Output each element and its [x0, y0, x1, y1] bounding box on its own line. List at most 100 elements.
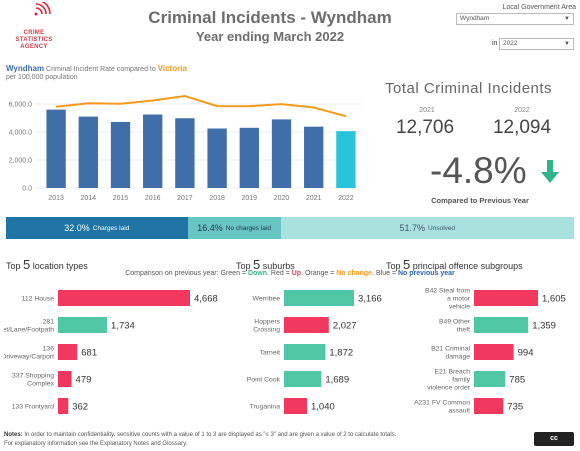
creative-commons-badge[interactable]: cc	[534, 432, 574, 446]
hbar[interactable]	[284, 290, 354, 306]
hbar[interactable]	[474, 290, 538, 306]
victoria-line[interactable]	[55, 94, 347, 118]
category-label: A231 FV Common assault	[414, 400, 470, 415]
year1-label: 2021	[419, 107, 435, 114]
suburbs-chart: Werribee 3,166 Hoppers Crossing 2,027 Tarneit…	[247, 290, 382, 414]
offences-chart: B42 Steal from a motor vehicle 1,605 B49 Oth…	[414, 288, 566, 415]
y-tick-label: 4,000.0	[9, 130, 32, 137]
hbar-value-label: 362	[72, 402, 88, 413]
hbar-value-label: 1,872	[329, 348, 353, 359]
year-dropdown[interactable]: 2022 ▼	[499, 38, 574, 50]
hbar[interactable]	[58, 290, 190, 306]
comparison-legend: Comparison on previous year: Green = Dow…	[125, 270, 455, 277]
x-tick-label: 2015	[113, 195, 129, 202]
y-tick-label: 0.0	[22, 186, 32, 193]
chevron-down-icon: ▼	[564, 41, 570, 47]
x-tick-label: 2022	[338, 195, 354, 202]
hbar[interactable]	[284, 344, 326, 360]
year2-total: 12,094	[492, 117, 552, 138]
rate-bar[interactable]	[304, 126, 324, 188]
hbar[interactable]	[474, 371, 506, 387]
offences-title: Top 5 principal offence subgroups	[386, 257, 523, 272]
outcome-label: No charges laid	[225, 224, 271, 232]
rate-bar[interactable]	[239, 127, 259, 188]
x-tick-label: 2013	[48, 195, 64, 202]
hbar-value-label: 479	[76, 375, 92, 386]
hbar-value-label: 1,359	[532, 321, 556, 332]
hbar[interactable]	[474, 344, 514, 360]
year1-total: 12,706	[395, 117, 455, 138]
category-label: B21 Criminal damage	[431, 346, 470, 361]
hbar-value-label: 4,668	[194, 294, 218, 305]
logo-wordmark: CRIME STATISTICS AGENCY	[15, 30, 53, 50]
x-tick-label: 2021	[306, 195, 322, 202]
rate-bar[interactable]	[143, 114, 163, 189]
category-label: 281Street/Lane/Footpath	[4, 319, 54, 334]
category-label: Tarneit	[260, 350, 281, 357]
hbar[interactable]	[474, 317, 529, 333]
rate-bar[interactable]	[336, 131, 356, 188]
rate-chart: 0.0 2,000.0 4,000.0 6,000.0 2013 2014 2015 2016…	[9, 94, 362, 202]
x-tick-label: 2017	[177, 195, 193, 202]
arrow-down-icon	[541, 160, 559, 183]
category-label: Point Cook	[247, 377, 281, 384]
hbar[interactable]	[58, 317, 108, 333]
x-tick-label: 2019	[242, 195, 258, 202]
locations-title: Top 5 location types	[6, 257, 88, 272]
x-tick-label: 2020	[274, 195, 290, 202]
category-label: Truganina	[250, 404, 281, 411]
y-tick-label: 2,000.0	[9, 158, 32, 165]
hbar-value-label: 785	[509, 375, 525, 386]
compared-label: Compared to Previous Year	[431, 196, 529, 205]
category-label: 133 Frontyard	[12, 404, 55, 411]
hbar[interactable]	[58, 398, 69, 414]
page-title: Criminal Incidents - Wyndham	[148, 8, 392, 27]
hbar-value-label: 735	[507, 402, 523, 413]
x-tick-label: 2018	[209, 195, 225, 202]
outcome-pct: 16.4%	[197, 223, 223, 233]
hbar[interactable]	[284, 398, 307, 414]
rate-bar[interactable]	[46, 109, 66, 188]
rate-bar[interactable]	[271, 119, 292, 188]
total-incidents-title: Total Criminal Incidents	[385, 80, 553, 97]
hbar-value-label: 3,166	[358, 294, 382, 305]
outcome-bar: 32.0% Charges laid 16.4% No charges laid 5…	[6, 217, 574, 239]
hbar-value-label: 994	[518, 348, 534, 359]
locations-chart: 112 House 4,668 281Street/Lane/Footpath 1,7…	[4, 290, 218, 414]
x-tick-label: 2014	[81, 195, 97, 202]
x-tick-label: 2016	[145, 195, 161, 202]
page-subtitle: Year ending March 2022	[195, 29, 345, 44]
rate-bar[interactable]	[110, 121, 131, 188]
hbar[interactable]	[58, 371, 72, 387]
outcome-no-charges: 16.4% No charges laid	[187, 217, 281, 239]
hbar-value-label: 1,040	[311, 402, 335, 413]
hbar[interactable]	[284, 317, 329, 333]
rate-compare-name: Victoria	[157, 64, 187, 73]
rate-bar[interactable]	[78, 116, 98, 188]
outcome-pct: 51.7%	[399, 223, 426, 233]
category-label: Werribee	[253, 296, 281, 303]
outcome-label: Unsolved	[428, 224, 456, 232]
outcome-unsolved: 51.7% Unsolved	[280, 217, 574, 239]
year2-label: 2022	[514, 107, 530, 114]
rate-bar[interactable]	[175, 118, 195, 188]
lga-dropdown[interactable]: Wyndham ▼	[456, 13, 574, 25]
year-in-label: in	[492, 40, 498, 47]
hbar[interactable]	[474, 398, 504, 414]
year-dropdown-value: 2022	[503, 40, 518, 47]
hbar-value-label: 1,734	[111, 321, 135, 332]
hbar[interactable]	[284, 371, 322, 387]
chevron-down-icon: ▼	[564, 16, 570, 22]
category-label: B42 Steal from a motor vehicle	[425, 288, 471, 311]
hbar-value-label: 681	[81, 348, 97, 359]
rate-bar[interactable]	[207, 128, 227, 189]
hbar[interactable]	[58, 344, 78, 360]
suburbs-title: Top 5 suburbs	[236, 257, 295, 272]
rate-chart-subtitle: per 100,000 population	[6, 74, 78, 81]
outcome-label: Charges laid	[92, 224, 130, 232]
outcome-pct: 32.0%	[64, 223, 90, 233]
category-label: 112 House	[22, 296, 55, 303]
hbar-value-label: 1,689	[325, 375, 349, 386]
category-label: 136 Driveway/Carport	[4, 346, 54, 361]
lga-label: Local Government Area	[502, 4, 576, 11]
